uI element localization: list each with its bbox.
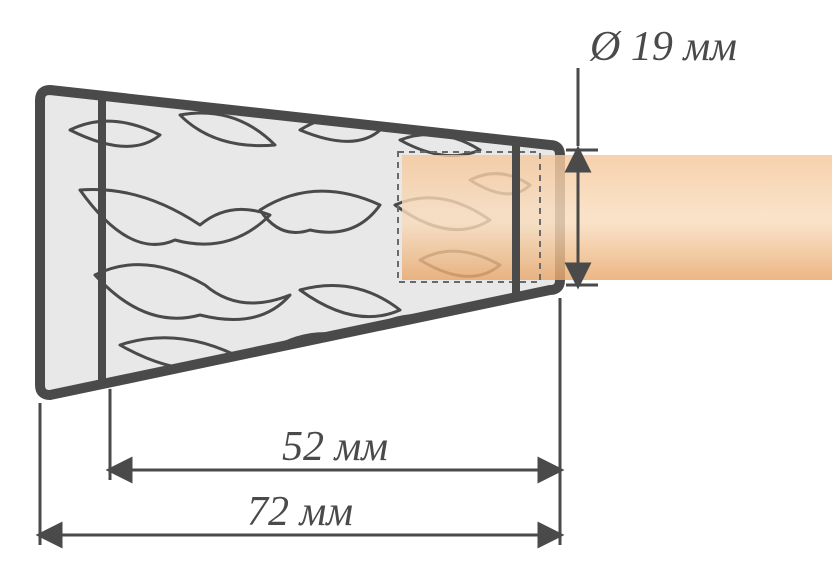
dimension-label-72: 72 мм [247, 489, 353, 535]
dimension-label-52: 52 мм [282, 424, 388, 470]
diameter-label: Ø 19 мм [589, 24, 737, 70]
technical-diagram: 52 мм 72 мм Ø 19 мм [0, 0, 839, 577]
rod [402, 155, 832, 280]
